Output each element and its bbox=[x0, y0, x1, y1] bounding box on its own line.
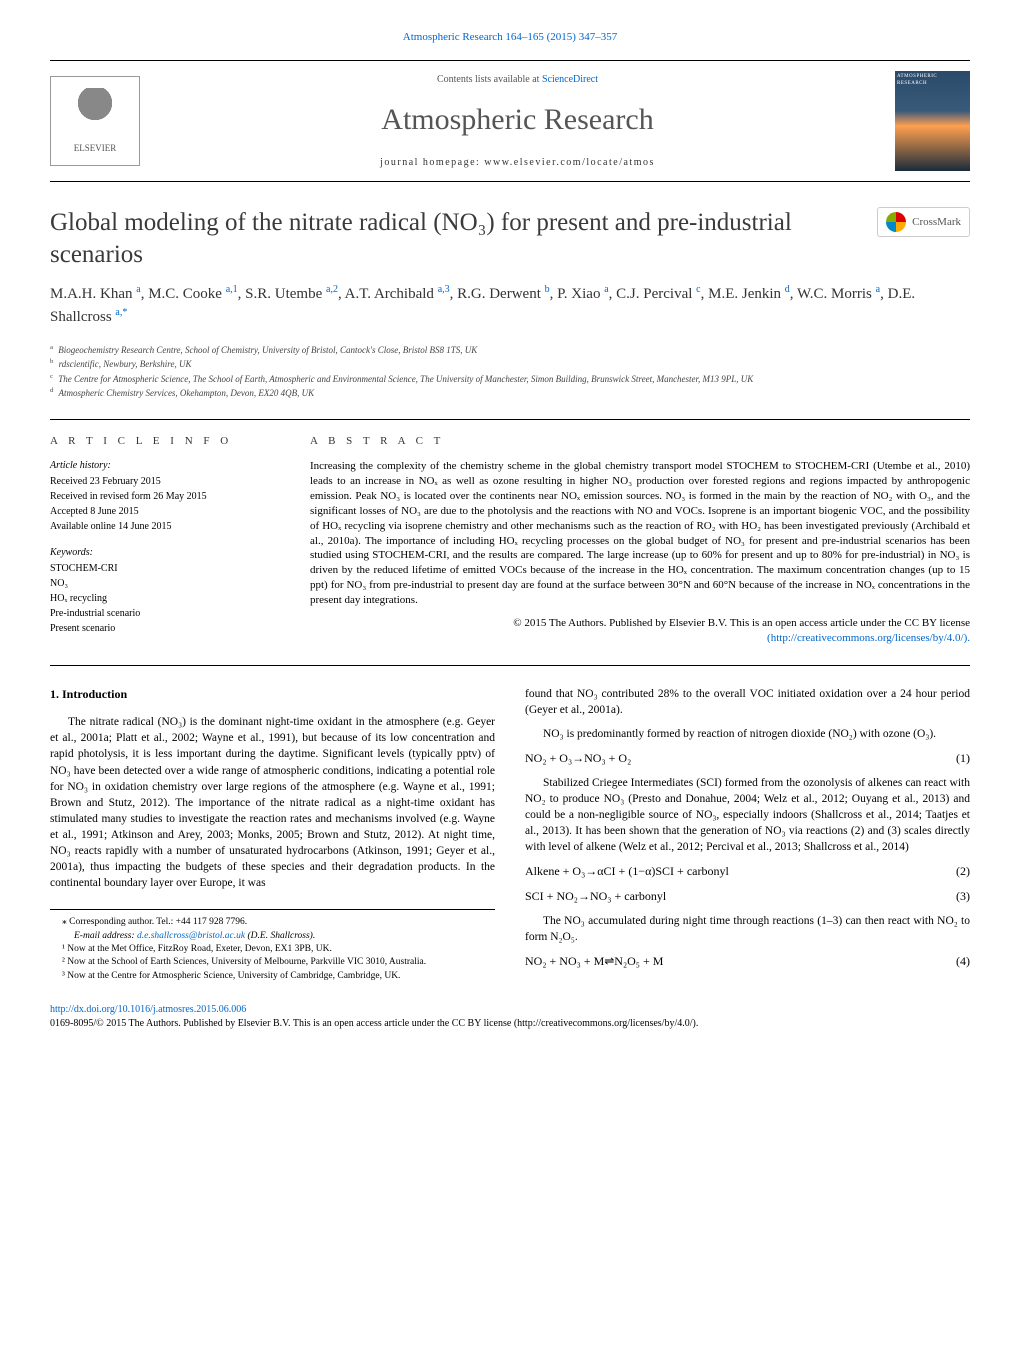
equation-2: Alkene + O₃→αCI + (1−α)SCI + carbonyl (2… bbox=[525, 863, 970, 880]
history-item: Received 23 February 2015 bbox=[50, 475, 280, 489]
doi-line: http://dx.doi.org/10.1016/j.atmosres.201… bbox=[50, 1003, 970, 1017]
title-row: Global modeling of the nitrate radical (… bbox=[50, 207, 970, 270]
intro-heading: 1. Introduction bbox=[50, 686, 495, 703]
journal-homepage: journal homepage: www.elsevier.com/locat… bbox=[140, 156, 895, 170]
crossmark-badge[interactable]: CrossMark bbox=[877, 207, 970, 237]
footnote: ¹ Now at the Met Office, FitzRoy Road, E… bbox=[50, 943, 495, 956]
keyword: HOₓ recycling bbox=[50, 592, 280, 606]
body-paragraph: Stabilized Criegee Intermediates (SCI) f… bbox=[525, 775, 970, 855]
keywords-label: Keywords: bbox=[50, 546, 280, 560]
license-link[interactable]: (http://creativecommons.org/licenses/by/… bbox=[767, 632, 970, 644]
equation-text: SCI + NO₂→NO₃ + carbonyl bbox=[525, 888, 666, 905]
journal-name: Atmospheric Research bbox=[140, 99, 895, 141]
footnotes: ⁎ Corresponding author. Tel.: +44 117 92… bbox=[50, 909, 495, 982]
equation-number: (1) bbox=[956, 750, 970, 767]
abstract: A B S T R A C T Increasing the complexit… bbox=[310, 434, 970, 647]
history-item: Available online 14 June 2015 bbox=[50, 520, 280, 534]
article-title: Global modeling of the nitrate radical (… bbox=[50, 207, 877, 270]
header-bar: ELSEVIER Contents lists available at Sci… bbox=[50, 60, 970, 182]
keyword: NO₃ bbox=[50, 577, 280, 591]
equation-3: SCI + NO₂→NO₃ + carbonyl (3) bbox=[525, 888, 970, 905]
equation-1: NO₂ + O₃→NO₃ + O₂ (1) bbox=[525, 750, 970, 767]
keyword: Present scenario bbox=[50, 622, 280, 636]
equation-4: NO₂ + NO₃ + M⇌N₂O₅ + M (4) bbox=[525, 953, 970, 970]
journal-citation: Atmospheric Research 164–165 (2015) 347–… bbox=[50, 30, 970, 45]
history-item: Received in revised form 26 May 2015 bbox=[50, 490, 280, 504]
abstract-header: A B S T R A C T bbox=[310, 434, 970, 449]
keyword: Pre-industrial scenario bbox=[50, 607, 280, 621]
affiliation: c The Centre for Atmospheric Science, Th… bbox=[50, 372, 970, 387]
left-column: 1. Introduction The nitrate radical (NO₃… bbox=[50, 686, 495, 983]
copyright: © 2015 The Authors. Published by Elsevie… bbox=[310, 616, 970, 647]
keyword: STOCHEM-CRI bbox=[50, 562, 280, 576]
cover-title: ATMOSPHERIC RESEARCH bbox=[897, 73, 968, 87]
article-info-header: A R T I C L E I N F O bbox=[50, 434, 280, 449]
elsevier-label: ELSEVIER bbox=[74, 142, 117, 155]
history-label: Article history: bbox=[50, 459, 280, 473]
license-footer: 0169-8095/© 2015 The Authors. Published … bbox=[50, 1017, 970, 1031]
doi-link[interactable]: http://dx.doi.org/10.1016/j.atmosres.201… bbox=[50, 1004, 246, 1015]
copyright-text: © 2015 The Authors. Published by Elsevie… bbox=[513, 617, 970, 629]
footnote: ³ Now at the Centre for Atmospheric Scie… bbox=[50, 970, 495, 983]
footnote: ² Now at the School of Earth Sciences, U… bbox=[50, 956, 495, 969]
equation-number: (2) bbox=[956, 863, 970, 880]
equation-text: NO₂ + O₃→NO₃ + O₂ bbox=[525, 750, 631, 767]
equation-text: Alkene + O₃→αCI + (1−α)SCI + carbonyl bbox=[525, 863, 729, 880]
email-label: E-mail address: bbox=[74, 931, 137, 941]
sciencedirect-link[interactable]: ScienceDirect bbox=[542, 74, 598, 85]
body-paragraph: The nitrate radical (NO₃) is the dominan… bbox=[50, 714, 495, 891]
header-center: Contents lists available at ScienceDirec… bbox=[140, 73, 895, 170]
article-info: A R T I C L E I N F O Article history: R… bbox=[50, 434, 280, 647]
crossmark-label: CrossMark bbox=[912, 215, 961, 230]
abstract-text: Increasing the complexity of the chemist… bbox=[310, 459, 970, 607]
corresponding-author: ⁎ Corresponding author. Tel.: +44 117 92… bbox=[50, 916, 495, 929]
right-column: found that NO₃ contributed 28% to the ov… bbox=[525, 686, 970, 983]
body-paragraph: found that NO₃ contributed 28% to the ov… bbox=[525, 686, 970, 718]
divider-bottom bbox=[50, 665, 970, 666]
email-link[interactable]: d.e.shallcross@bristol.ac.uk bbox=[137, 931, 245, 941]
info-abstract-row: A R T I C L E I N F O Article history: R… bbox=[50, 420, 970, 665]
email-suffix: (D.E. Shallcross). bbox=[245, 931, 315, 941]
affiliation: d Atmospheric Chemistry Services, Okeham… bbox=[50, 386, 970, 401]
body-paragraph: NO₃ is predominantly formed by reaction … bbox=[525, 726, 970, 742]
elsevier-tree-icon bbox=[70, 88, 120, 138]
elsevier-logo: ELSEVIER bbox=[50, 76, 140, 166]
body-columns: 1. Introduction The nitrate radical (NO₃… bbox=[50, 686, 970, 983]
body-paragraph: The NO₃ accumulated during night time th… bbox=[525, 913, 970, 945]
email-line: E-mail address: d.e.shallcross@bristol.a… bbox=[50, 930, 495, 943]
affiliations: a Biogeochemistry Research Centre, Schoo… bbox=[50, 343, 970, 401]
sciencedirect-prefix: Contents lists available at bbox=[437, 74, 542, 85]
equation-text: NO₂ + NO₃ + M⇌N₂O₅ + M bbox=[525, 953, 663, 970]
equation-number: (4) bbox=[956, 953, 970, 970]
affiliation: b rdscientific, Newbury, Berkshire, UK bbox=[50, 357, 970, 372]
sciencedirect-line: Contents lists available at ScienceDirec… bbox=[140, 73, 895, 87]
authors: M.A.H. Khan a, M.C. Cooke a,1, S.R. Utem… bbox=[50, 282, 970, 329]
history-item: Accepted 8 June 2015 bbox=[50, 505, 280, 519]
crossmark-icon bbox=[886, 212, 906, 232]
journal-cover: ATMOSPHERIC RESEARCH bbox=[895, 71, 970, 171]
journal-citation-link[interactable]: Atmospheric Research 164–165 (2015) 347–… bbox=[403, 31, 617, 43]
equation-number: (3) bbox=[956, 888, 970, 905]
affiliation: a Biogeochemistry Research Centre, Schoo… bbox=[50, 343, 970, 358]
